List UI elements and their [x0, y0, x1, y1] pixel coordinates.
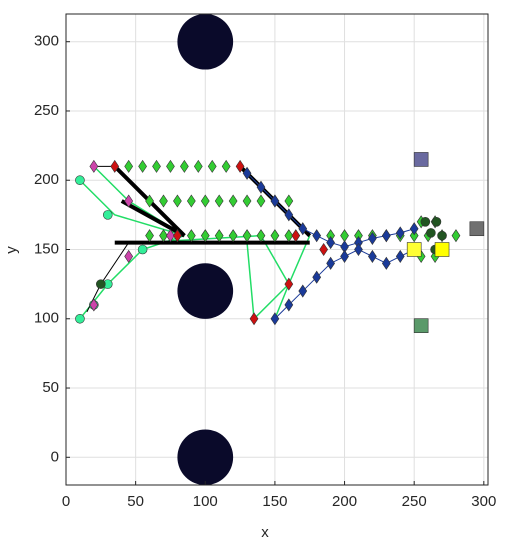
x-tick-label: 300 [471, 493, 496, 510]
circle-marker [137, 244, 148, 255]
diamond-marker [207, 159, 217, 173]
diamond-marker [214, 229, 224, 243]
diamond-marker [159, 194, 168, 208]
circle-marker [420, 216, 431, 227]
diamond-marker [228, 194, 238, 208]
circle-marker [437, 230, 447, 241]
diamond-marker [193, 159, 203, 173]
diamond-marker [284, 229, 294, 243]
diamond-marker [284, 277, 294, 291]
diamond-marker [270, 194, 280, 208]
diamond-marker [152, 159, 161, 173]
diamond-marker [242, 229, 252, 243]
diamond-marker [124, 194, 134, 208]
x-tick-label: 250 [402, 493, 427, 510]
diamond-marker [284, 194, 294, 208]
x-tick-label: 0 [62, 493, 70, 510]
obstacle [177, 263, 234, 319]
x-axis-label: x [261, 524, 269, 541]
obstacle [177, 13, 234, 70]
y-tick-label: 100 [34, 310, 59, 327]
diamond-marker [395, 249, 405, 263]
y-tick-label: 150 [34, 240, 59, 257]
x-tick-label: 100 [193, 493, 218, 510]
diamond-marker [235, 159, 245, 173]
diamond-marker [270, 229, 280, 243]
diamond-marker [145, 229, 154, 243]
diamond-marker [228, 229, 238, 243]
circle-marker [96, 279, 106, 289]
diamond-marker [381, 256, 391, 270]
x-tick-label: 50 [127, 493, 144, 510]
diamond-marker [284, 298, 294, 312]
marks [75, 13, 485, 486]
y-tick-label: 0 [51, 448, 59, 465]
diamond-marker [186, 229, 196, 243]
diamond-marker [368, 249, 377, 263]
diamond-marker [291, 229, 301, 243]
diamond-marker [451, 229, 461, 243]
diamond-marker [159, 229, 168, 243]
diamond-marker [138, 159, 147, 173]
diamond-marker [221, 159, 231, 173]
diamond-marker [186, 194, 196, 208]
diamond-marker [214, 194, 224, 208]
diamond-marker [124, 159, 134, 173]
diamond-marker [256, 180, 266, 194]
diamond-marker [298, 284, 308, 298]
diamond-marker [200, 229, 210, 243]
diamond-marker [89, 298, 99, 312]
circle-marker [431, 216, 442, 227]
square-marker [413, 152, 429, 167]
diamond-marker [354, 242, 363, 257]
diamond-marker [242, 166, 252, 180]
diamond-marker [312, 229, 322, 243]
square-marker [413, 318, 429, 333]
circle-marker [75, 313, 85, 324]
diamond-marker [180, 159, 189, 173]
x-tick-label: 150 [262, 493, 287, 510]
diamond-marker [173, 229, 182, 243]
diamond-marker [409, 229, 419, 243]
y-tick-label: 250 [34, 102, 59, 119]
x-tick-label: 200 [332, 493, 357, 510]
square-marker [469, 221, 485, 237]
diamond-marker [242, 194, 252, 208]
y-tick-label: 300 [34, 33, 59, 50]
circle-marker [75, 175, 85, 186]
diamond-marker [256, 194, 266, 208]
diamond-marker [124, 249, 134, 263]
diamond-marker [368, 231, 377, 245]
circle-marker [426, 228, 436, 238]
square-marker [406, 242, 422, 257]
diamond-marker [166, 229, 175, 243]
diamond-marker [270, 312, 280, 326]
diamond-marker [326, 256, 335, 270]
obstacle [177, 429, 234, 486]
circle-marker [102, 210, 113, 220]
diamond-marker [110, 159, 120, 173]
diamond-marker [326, 236, 335, 250]
diamond-marker [200, 194, 210, 208]
diamond-marker [249, 312, 259, 326]
y-tick-label: 200 [34, 171, 59, 188]
y-tick-label: 50 [42, 379, 59, 396]
square-marker [434, 242, 450, 257]
y-axis-label: y [3, 246, 20, 254]
diamond-marker [256, 229, 266, 243]
diamond-marker [284, 208, 294, 222]
diamond-marker [173, 194, 182, 208]
diamond-marker [312, 270, 322, 284]
diamond-marker [409, 222, 419, 236]
diamond-marker [145, 194, 154, 208]
diamond-marker [89, 159, 99, 173]
diamond-marker [340, 249, 349, 263]
diamond-marker [381, 229, 391, 243]
diamond-marker [395, 226, 405, 240]
diamond-marker [319, 242, 329, 257]
diamond-marker [298, 222, 308, 236]
diamond-marker [166, 159, 175, 173]
